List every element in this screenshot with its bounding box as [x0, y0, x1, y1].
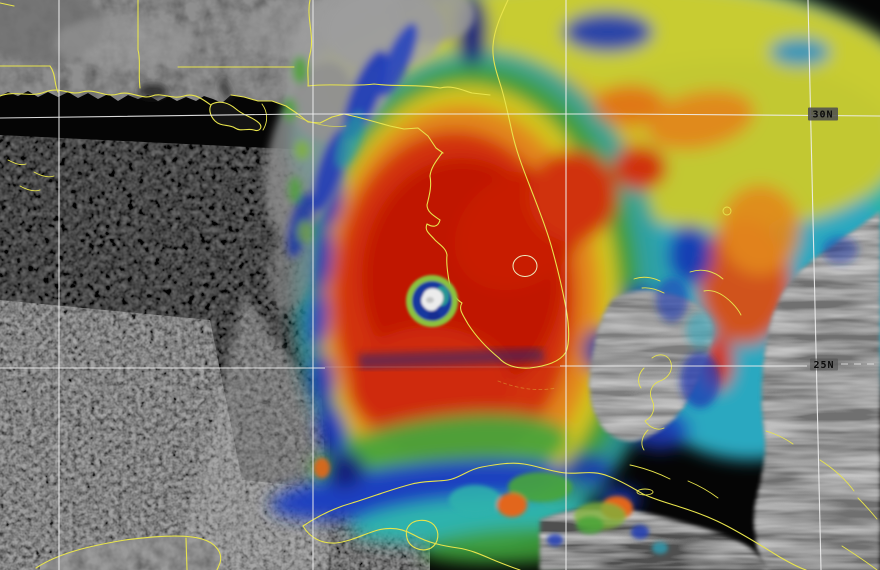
lake-okeechobee	[512, 255, 538, 277]
ne-cuba-islands	[765, 430, 878, 570]
cuba-south-coast	[302, 525, 521, 570]
label-25n-box	[810, 358, 838, 371]
latitude-labels: 30N 25N	[808, 107, 838, 371]
bimini-islands	[633, 276, 665, 294]
chandeleur-islands	[261, 103, 268, 131]
parallel-30n	[0, 113, 880, 119]
cuba-cay-loop	[636, 488, 654, 496]
cuba-north-cays	[629, 464, 719, 499]
state-border-fl-ga	[307, 83, 491, 96]
yucatan-border	[185, 537, 188, 570]
yucatan-coastline	[35, 535, 222, 570]
label-25n: 25N	[813, 360, 834, 371]
louisiana-marsh-islands	[7, 159, 55, 192]
label-30n: 30N	[812, 110, 833, 121]
yucatan-landmass	[40, 536, 221, 570]
texas-border	[0, 2, 15, 7]
meridian-4	[807, 0, 822, 570]
small-bahama-island	[722, 206, 732, 216]
hurricane-eye	[406, 275, 458, 327]
state-border-ms-al	[137, 0, 141, 89]
andros-island	[638, 354, 672, 451]
cuba-convection	[314, 458, 668, 554]
gulf-coastline	[0, 89, 444, 154]
label-30n-box	[808, 107, 838, 121]
state-border-al-ga	[307, 0, 313, 87]
isla-juventud	[405, 519, 439, 551]
panhandle-barrier-islands	[295, 115, 347, 127]
state-border-la-ms	[0, 65, 59, 93]
grand-bahama-abaco	[689, 269, 742, 316]
panhandle-rain-band	[264, 0, 475, 313]
florida-keys	[497, 380, 557, 391]
cold-cloud-stripe	[358, 348, 545, 369]
mississippi-delta	[209, 101, 262, 131]
bahamas-cloud-accents	[656, 236, 858, 408]
florida-coastline	[425, 0, 570, 369]
